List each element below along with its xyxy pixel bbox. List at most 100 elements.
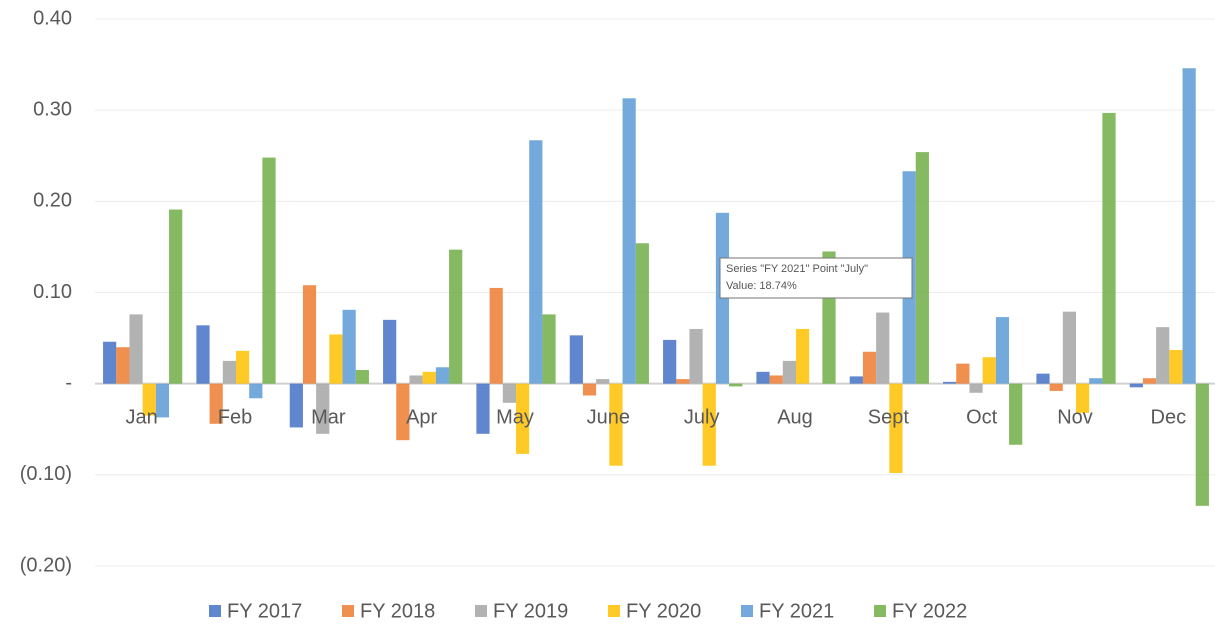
x-tick-label: Apr [406, 406, 437, 428]
bar [449, 249, 463, 384]
bar [422, 371, 436, 384]
bar [582, 383, 597, 396]
bar [342, 309, 356, 384]
bar [756, 371, 770, 384]
legend-swatch [342, 605, 354, 617]
bar [329, 334, 343, 384]
bar [1076, 383, 1090, 413]
x-tick-label: Dec [1151, 406, 1187, 428]
x-tick-label: July [684, 406, 720, 428]
bar [476, 383, 490, 434]
bar [676, 379, 690, 384]
bar [596, 379, 610, 384]
bar [609, 383, 623, 466]
bar [1102, 112, 1116, 384]
bar [103, 341, 117, 384]
bar [396, 383, 410, 441]
bar [1089, 378, 1103, 384]
bar [769, 375, 783, 384]
bar [635, 243, 649, 384]
bar [209, 383, 223, 424]
bar [1182, 68, 1196, 384]
bar [542, 314, 556, 384]
legend-label: FY 2018 [360, 600, 435, 622]
bar [196, 325, 210, 384]
bar [569, 335, 583, 384]
y-tick-label: 0.20 [33, 190, 72, 212]
bar [622, 98, 636, 384]
bar [782, 360, 796, 384]
x-tick-label: Feb [218, 406, 252, 428]
legend-swatch [209, 605, 221, 617]
y-tick-label: 0.10 [33, 281, 72, 303]
legend-label: FY 2022 [892, 600, 967, 622]
bar [1142, 378, 1157, 384]
bar [1036, 373, 1050, 384]
bar [702, 383, 716, 466]
x-tick-label: June [587, 406, 630, 428]
bar [796, 328, 810, 384]
bar [995, 317, 1010, 384]
bar [1195, 383, 1209, 506]
tooltip-line: Series "FY 2021" Point "July" [726, 263, 868, 275]
y-tick-label: 0.40 [33, 7, 72, 29]
bar [689, 328, 703, 384]
bar [969, 383, 983, 393]
bar [729, 383, 743, 387]
y-tick-label: (0.10) [20, 463, 72, 485]
y-tick-label: 0.30 [33, 98, 72, 120]
x-tick-label: Aug [777, 406, 813, 428]
bar [1009, 383, 1023, 445]
bar [663, 339, 677, 384]
legend-label: FY 2021 [759, 600, 834, 622]
bar [1129, 383, 1143, 388]
bar [1049, 383, 1063, 391]
bar [956, 363, 970, 384]
bar [249, 383, 263, 399]
bar [236, 350, 250, 384]
legend-swatch [608, 605, 620, 617]
bar [169, 209, 183, 384]
x-tick-label: Jan [126, 406, 158, 428]
legend-swatch [741, 605, 753, 617]
bar [529, 140, 543, 384]
legend-label: FY 2020 [626, 600, 701, 622]
bar [889, 383, 903, 474]
bar [116, 347, 130, 384]
bar [1169, 349, 1183, 384]
bar [489, 287, 503, 384]
y-tick-label: (0.20) [20, 554, 72, 576]
bar [862, 351, 877, 384]
bar [1062, 311, 1076, 384]
bar [262, 157, 276, 384]
bar [915, 152, 929, 384]
legend-label: FY 2017 [227, 600, 302, 622]
bar [943, 381, 957, 384]
bar [435, 367, 450, 384]
x-tick-label: Nov [1057, 406, 1093, 428]
x-tick-label: Sept [868, 406, 910, 428]
bar [155, 383, 170, 418]
legend-label: FY 2019 [493, 600, 568, 622]
bar [849, 376, 863, 384]
legend-swatch [475, 605, 487, 617]
x-tick-label: Oct [966, 406, 998, 428]
x-tick-label: May [496, 406, 534, 428]
y-tick-label: - [65, 372, 72, 394]
tooltip-box [719, 257, 913, 299]
bar [289, 383, 303, 428]
bar [876, 312, 890, 384]
bar [516, 383, 530, 454]
bar [142, 383, 156, 416]
bar [502, 383, 516, 403]
bar [383, 319, 397, 384]
tooltip: Series "FY 2021" Point "July" Value: 18.… [719, 257, 913, 299]
legend-swatch [874, 605, 886, 617]
bar [129, 314, 143, 384]
tooltip-line: Value: 18.74% [726, 280, 797, 292]
bar [1156, 327, 1170, 384]
bar [222, 360, 236, 384]
bar [982, 357, 996, 384]
bar [302, 285, 317, 384]
